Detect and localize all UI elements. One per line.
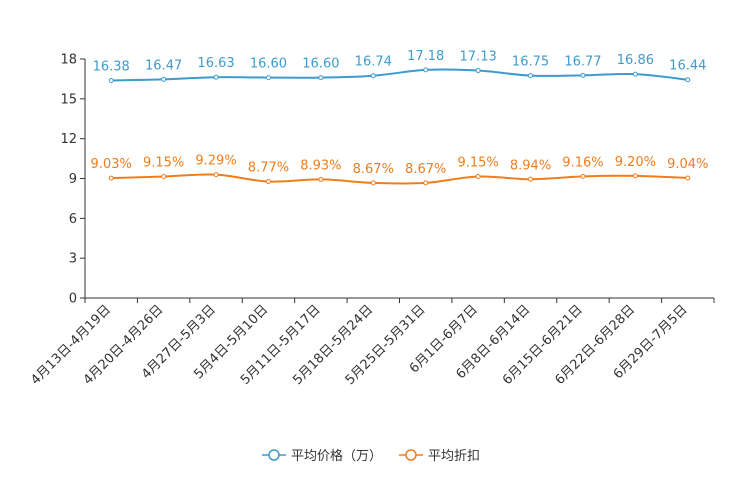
y-tick-label: 6 (69, 212, 77, 227)
y-tick-label: 3 (69, 252, 77, 267)
data-point[interactable] (213, 74, 219, 80)
data-label: 16.74 (355, 55, 392, 70)
data-point[interactable] (108, 175, 114, 181)
data-point[interactable] (685, 77, 691, 83)
data-point[interactable] (161, 76, 167, 82)
data-label: 9.15% (143, 156, 184, 171)
y-axis: 0 3 6 9 12 15 18 (60, 53, 86, 307)
legend[interactable]: 平均价格（万） 平均折扣 (262, 448, 480, 464)
data-label: 8.93% (300, 158, 341, 173)
y-tick-label: 18 (60, 53, 77, 68)
data-point[interactable] (580, 72, 586, 78)
data-point[interactable] (528, 73, 534, 79)
data-label: 9.29% (195, 154, 236, 169)
data-label: 16.60 (302, 57, 339, 72)
series-layer: 16.38 16.47 16.63 16.60 16.60 16.74 17.18 17.13… (91, 49, 708, 186)
data-point[interactable] (370, 73, 376, 79)
data-label: 17.13 (460, 50, 497, 65)
data-point[interactable] (632, 173, 638, 179)
y-tick-label: 9 (69, 172, 77, 187)
legend-marker-icon (405, 449, 417, 461)
data-point[interactable] (475, 174, 481, 180)
data-point[interactable] (528, 176, 534, 182)
legend-label: 平均折扣 (428, 449, 480, 464)
data-label: 16.38 (93, 60, 130, 75)
data-label: 8.67% (405, 162, 446, 177)
data-label: 9.16% (562, 155, 603, 170)
data-label: 9.04% (667, 157, 708, 172)
legend-item-1[interactable]: 平均价格（万） (262, 448, 382, 464)
data-point[interactable] (213, 172, 219, 178)
series-line (111, 68, 688, 82)
series-1: 16.38 16.47 16.63 16.60 16.60 16.74 17.18 17.13… (93, 49, 706, 84)
data-point[interactable] (580, 173, 586, 179)
legend-label: 平均价格（万） (291, 448, 382, 464)
data-label: 9.20% (615, 155, 656, 170)
data-point[interactable] (370, 180, 376, 186)
data-label: 16.75 (512, 55, 549, 70)
data-label: 17.18 (407, 49, 444, 64)
data-point[interactable] (318, 75, 324, 81)
data-label: 16.86 (617, 53, 654, 68)
data-point[interactable] (265, 75, 271, 81)
y-tick-label: 15 (60, 92, 77, 107)
data-label: 8.94% (510, 158, 551, 173)
series-2: 9.03% 9.15% 9.29% 8.77% 8.93% 8.67% 8.67% 9.15%… (91, 154, 708, 186)
y-tick-label: 12 (60, 132, 77, 147)
legend-item-2[interactable]: 平均折扣 (399, 449, 480, 464)
data-label: 9.03% (91, 157, 132, 172)
legend-marker-icon (268, 449, 280, 461)
data-point[interactable] (685, 175, 691, 181)
data-label: 16.63 (197, 56, 234, 71)
data-label: 16.47 (145, 58, 182, 73)
data-point[interactable] (161, 174, 167, 180)
data-label: 16.77 (564, 54, 601, 69)
x-axis: 4月13日-4月19日4月20日-4月26日4月27日-5月3日5月4日-5月1… (28, 297, 715, 388)
data-point[interactable] (423, 67, 429, 73)
data-point[interactable] (108, 78, 114, 84)
data-label: 8.77% (248, 161, 289, 176)
data-label: 9.15% (457, 156, 498, 171)
data-point[interactable] (265, 179, 271, 185)
y-tick-label: 0 (69, 292, 77, 307)
series-line (111, 173, 688, 185)
data-label: 16.60 (250, 57, 287, 72)
data-point[interactable] (632, 71, 638, 77)
data-point[interactable] (318, 176, 324, 182)
data-label: 8.67% (353, 162, 394, 177)
data-label: 16.44 (669, 59, 706, 74)
data-point[interactable] (423, 180, 429, 186)
data-point[interactable] (475, 68, 481, 74)
